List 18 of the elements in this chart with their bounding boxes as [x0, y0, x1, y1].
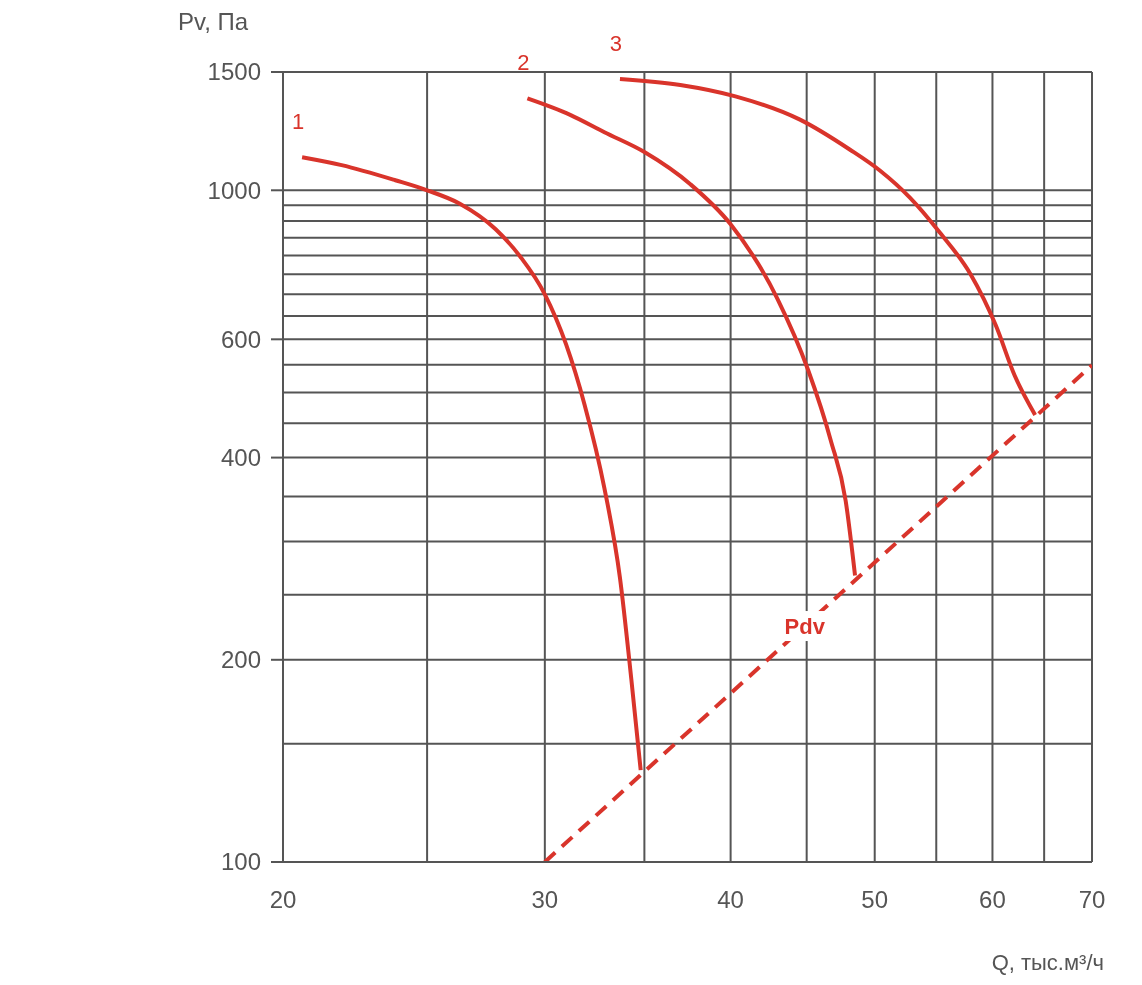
x-tick-label: 30 — [531, 886, 559, 913]
series-label: 2 — [517, 50, 530, 76]
y-tick-label: 1000 — [207, 176, 261, 204]
x-axis-title: Q, тыс.м³/ч — [991, 950, 1104, 976]
x-tick-label: 60 — [979, 886, 1006, 913]
series-label: 3 — [609, 30, 623, 56]
series-label: Pdv — [784, 613, 826, 639]
y-tick-label: 100 — [220, 848, 261, 876]
y-tick-label: 200 — [220, 646, 261, 674]
x-tick-label: 50 — [861, 886, 889, 913]
y-tick-label: 1500 — [207, 58, 261, 86]
y-tick-label: 600 — [220, 325, 261, 353]
y-tick-label: 400 — [220, 443, 261, 471]
x-tick-label: 20 — [269, 886, 297, 913]
y-axis-title: Pv, Па — [178, 8, 249, 36]
x-tick-label: 70 — [1078, 886, 1106, 913]
series-label: 1 — [291, 109, 305, 135]
x-tick-label: 40 — [717, 886, 744, 913]
